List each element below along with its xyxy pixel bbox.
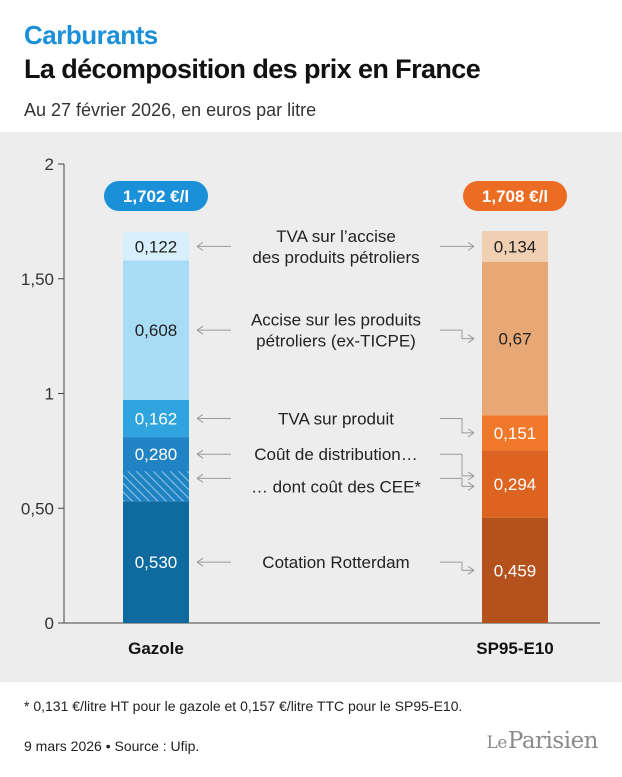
bar-value-label: 0,134 bbox=[494, 237, 537, 256]
annotation-label: pétroliers (ex-TICPE) bbox=[256, 332, 416, 351]
total-pill-label: 1,702 €/l bbox=[123, 187, 189, 206]
bar-segment bbox=[482, 517, 548, 623]
bar-value-label: 0,459 bbox=[494, 561, 537, 580]
annotation-arrowhead-right bbox=[467, 481, 475, 491]
total-pill-label: 1,708 €/l bbox=[482, 187, 548, 206]
chart-kicker: Carburants bbox=[24, 20, 158, 50]
annotation-arrowhead-right bbox=[467, 471, 475, 481]
bar-value-label: 0,294 bbox=[494, 475, 537, 494]
annotation-label: TVA sur produit bbox=[278, 410, 394, 429]
logo-name: Parisien bbox=[507, 728, 599, 754]
annotation-label: Cotation Rotterdam bbox=[262, 553, 409, 572]
annotation-arrowhead-left bbox=[196, 241, 204, 251]
bar-value-label: 0,530 bbox=[135, 553, 178, 572]
annotation-arrowhead-left bbox=[196, 449, 204, 459]
annotation-arrowhead-right bbox=[467, 428, 475, 438]
bar-segment bbox=[482, 415, 548, 451]
total-pill bbox=[463, 181, 567, 211]
bar-value-label: 0,151 bbox=[494, 424, 537, 443]
chart-subtitle: Au 27 février 2026, en euros par litre bbox=[24, 100, 317, 120]
x-category-label: SP95-E10 bbox=[476, 639, 554, 658]
bar-value-label: 0,608 bbox=[135, 321, 178, 340]
source-line: 9 mars 2026 • Source : Ufip. bbox=[24, 738, 200, 754]
annotation-label: des produits pétroliers bbox=[252, 248, 419, 267]
annotation-arrowhead-left bbox=[196, 414, 204, 423]
annotation-arrowhead-right bbox=[467, 241, 475, 251]
annotation-label: Coût de distribution… bbox=[254, 445, 417, 464]
bar-segment bbox=[482, 231, 548, 262]
bar-value-label: 0,280 bbox=[135, 445, 178, 464]
footnote: * 0,131 €/litre HT pour le gazole et 0,1… bbox=[24, 698, 463, 714]
bar-segment bbox=[123, 501, 189, 623]
annotation-arrowhead-right bbox=[467, 565, 475, 575]
bar-segment bbox=[123, 260, 189, 400]
chart-title: La décomposition des prix en France bbox=[24, 54, 481, 84]
stacked-bar-chart: 0 0,50 1 1,50 2 0,530 0,280 0,162 0,608 0,122 1,70… bbox=[21, 155, 600, 658]
annotation-arrow-right bbox=[440, 418, 474, 434]
y-tick-label: 2 bbox=[45, 155, 54, 174]
le-parisien-logo: LeParisien bbox=[486, 728, 599, 754]
annotation-arrow-right bbox=[440, 453, 474, 477]
annotation-arrow-right bbox=[440, 561, 474, 571]
annotation-label: Accise sur les produits bbox=[251, 311, 421, 330]
annotation-arrowhead-left bbox=[196, 557, 204, 567]
annotation-arrowhead-left bbox=[196, 473, 204, 483]
bar-segment-hatch bbox=[123, 471, 189, 502]
y-tick-label: 0 bbox=[45, 614, 54, 633]
bar-segment bbox=[123, 232, 189, 261]
bar-segment bbox=[482, 450, 548, 518]
annotation-arrowhead-left bbox=[196, 325, 204, 335]
y-tick-label: 1 bbox=[45, 385, 54, 404]
annotation-arrow-right bbox=[440, 477, 474, 487]
total-pill bbox=[104, 181, 208, 211]
logo-le: Le bbox=[486, 733, 508, 753]
y-tick-label: 1,50 bbox=[21, 270, 54, 289]
y-tick-label: 0,50 bbox=[21, 499, 54, 518]
x-category-label: Gazole bbox=[128, 639, 184, 658]
annotation-arrowhead-right bbox=[467, 334, 475, 344]
annotation-label: … dont coût des CEE* bbox=[251, 477, 421, 496]
bar-segment bbox=[482, 261, 548, 416]
bar-value-label: 0,162 bbox=[135, 410, 178, 429]
bar-segment bbox=[123, 399, 189, 438]
annotation-arrow-right bbox=[440, 329, 474, 340]
annotation-label: TVA sur l’accise bbox=[276, 227, 396, 246]
bar-value-label: 0,67 bbox=[498, 330, 531, 349]
bar-value-label: 0,122 bbox=[135, 237, 178, 256]
